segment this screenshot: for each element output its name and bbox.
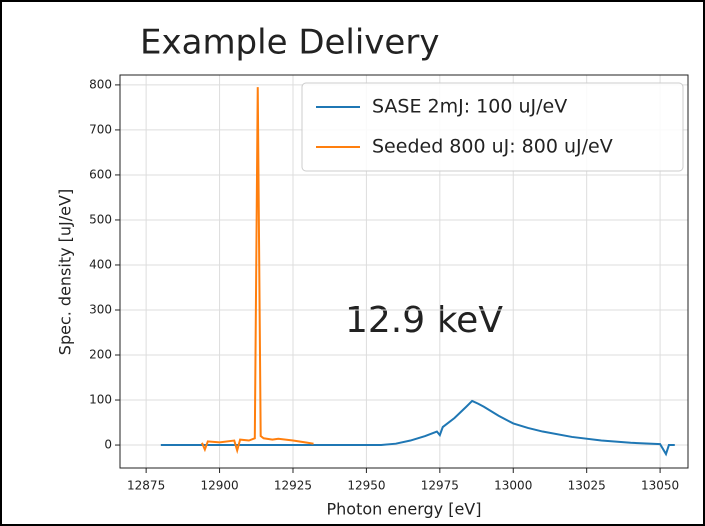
- y-tick-label: 100: [89, 393, 112, 407]
- y-tick-label: 800: [89, 77, 112, 91]
- legend-box: [301, 82, 684, 172]
- y-tick-label: 500: [89, 212, 112, 226]
- y-tick-label: 200: [89, 348, 112, 362]
- x-tick-label: 12975: [421, 479, 459, 493]
- chart-title: Example Delivery: [140, 23, 439, 63]
- x-tick-label: 12950: [347, 479, 385, 493]
- series-line: [201, 87, 314, 455]
- x-tick-label: 12875: [127, 479, 165, 493]
- plot-frame: [119, 74, 689, 469]
- y-tick-label: 300: [89, 302, 112, 316]
- legend-label: SASE 2mJ: 100 uJ/eV: [372, 96, 567, 118]
- x-tick-label: 13050: [641, 479, 679, 493]
- y-tick-label: 0: [104, 438, 112, 452]
- y-tick-label: 400: [89, 257, 112, 271]
- y-tick-label: 600: [89, 167, 112, 181]
- x-tick-label: 12900: [200, 479, 238, 493]
- x-tick-label: 12925: [274, 479, 312, 493]
- annotation: 12.9 keV: [345, 300, 503, 341]
- x-tick-label: 13025: [568, 479, 606, 493]
- x-tick-label: 13000: [494, 479, 532, 493]
- series-line: [160, 399, 675, 457]
- y-axis-label: Spec. density [uJ/eV]: [56, 189, 75, 355]
- legend-label: Seeded 800 uJ: 800 uJ/eV: [372, 136, 613, 158]
- x-axis-label: Photon energy [eV]: [327, 500, 482, 519]
- y-tick-label: 700: [89, 122, 112, 136]
